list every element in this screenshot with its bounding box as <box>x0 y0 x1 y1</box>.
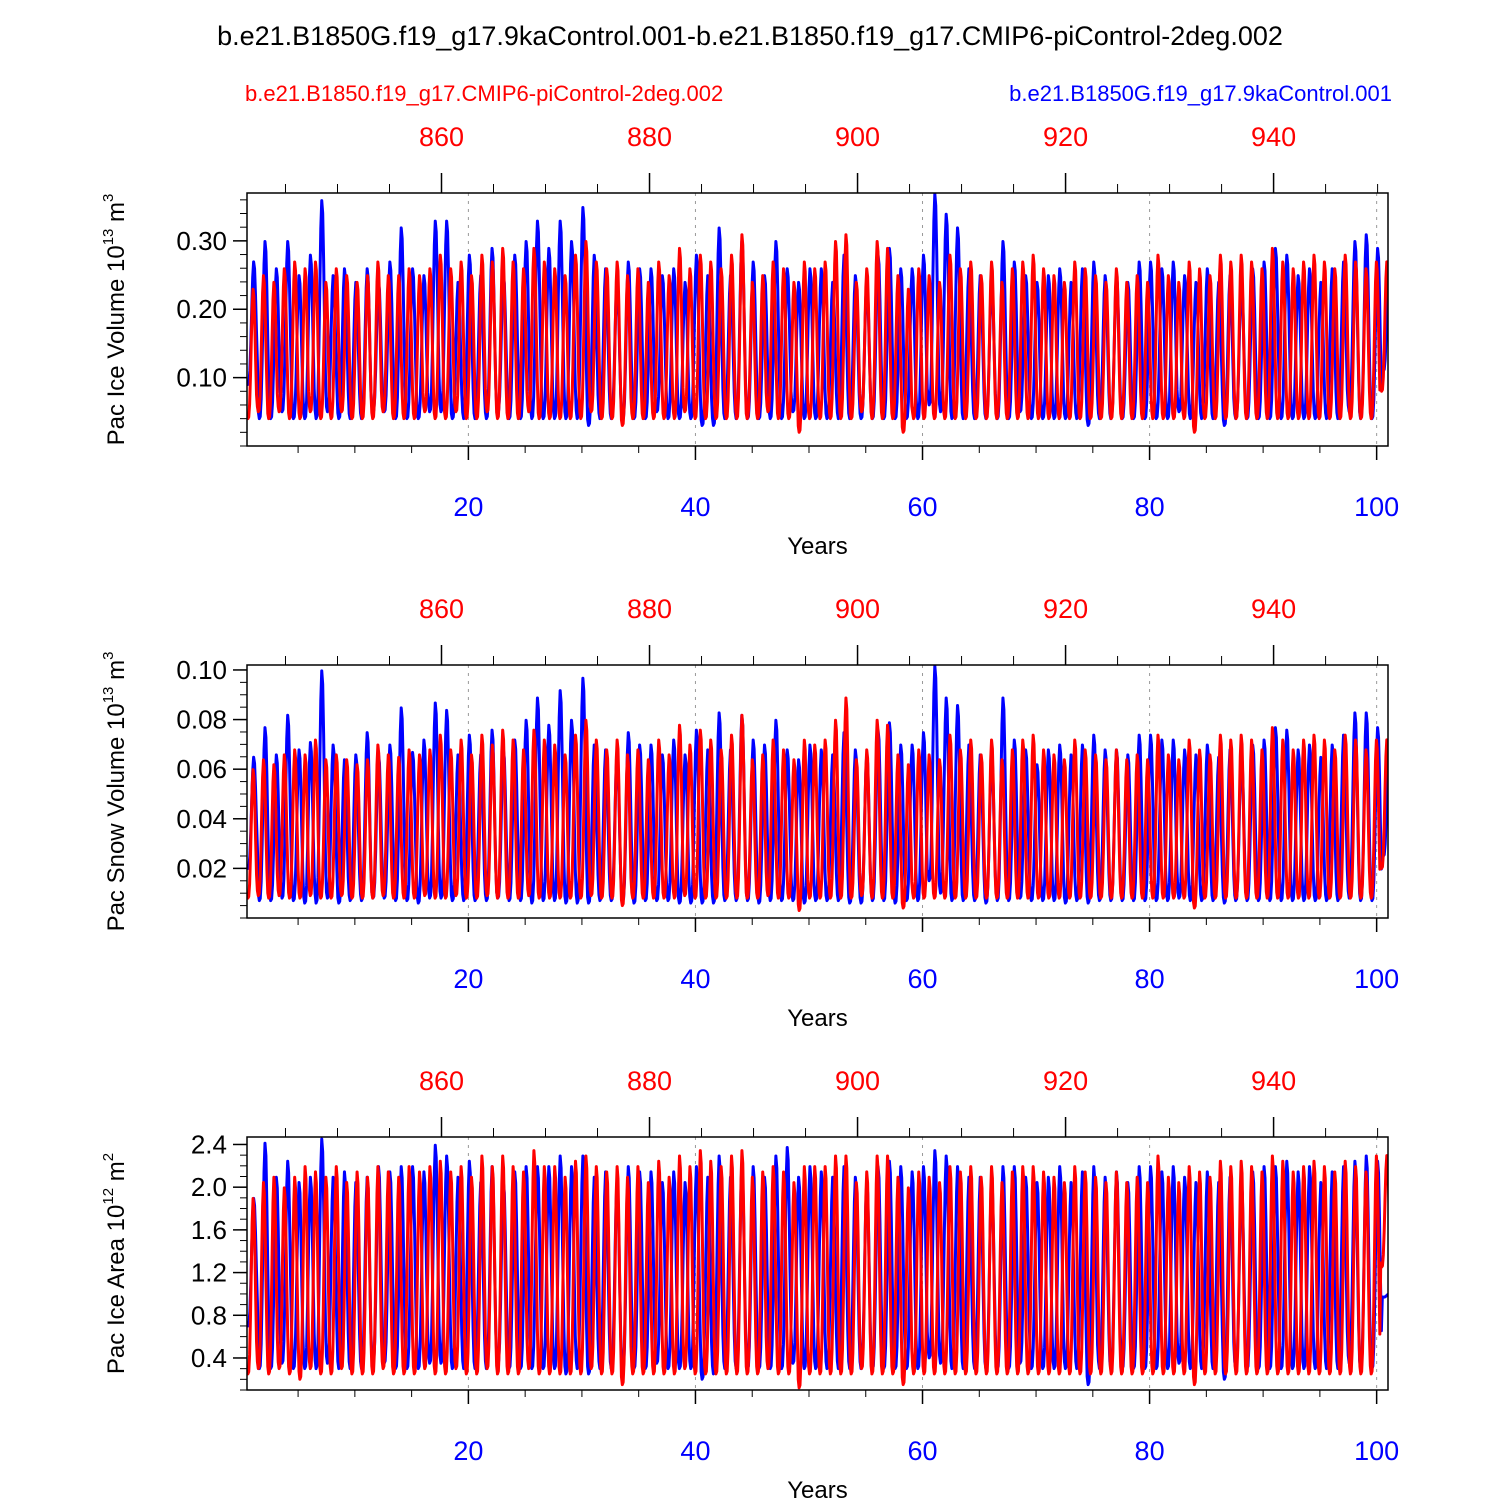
x-bottom-tick-label: 80 <box>1135 964 1165 994</box>
x-top-tick-label: 880 <box>627 594 672 624</box>
x-bottom-tick-label: 80 <box>1135 1436 1165 1466</box>
y-axis-label-superscript: 12 <box>100 1188 117 1205</box>
x-bottom-tick-label: 20 <box>453 964 483 994</box>
plot-frame <box>246 1136 1389 1391</box>
x-top-tick-label: 940 <box>1251 594 1296 624</box>
chart-panel-pac-snow-volume: 0.02 0.04 0.06 0.08 0.10 20 40 60 80 100 860 880 900… <box>100 594 1399 1032</box>
y-tick-label: 0.4 <box>191 1343 227 1373</box>
y-tick-label: 0.30 <box>176 226 227 256</box>
y-tick-label: 0.8 <box>191 1300 227 1330</box>
series-group <box>247 193 1388 434</box>
x-top-tick-label: 920 <box>1043 594 1088 624</box>
plot-frame <box>246 192 1389 447</box>
x-bottom-tick-label: 100 <box>1354 964 1399 994</box>
x-axis-label: Years <box>787 533 848 560</box>
series-line-a <box>247 1149 1388 1390</box>
x-top-tick-label: 880 <box>627 1066 672 1096</box>
x-axis-label: Years <box>787 1005 848 1032</box>
x-bottom-tick-label: 40 <box>680 492 710 522</box>
panels: 0.10 0.20 0.30 20 40 60 80 100 860 880 900 920 940 Ye… <box>100 122 1399 1500</box>
x-top-tick-label: 940 <box>1251 122 1296 152</box>
y-axis-label-superscript: 13 <box>100 229 117 246</box>
series-group <box>247 1137 1388 1390</box>
y-tick-label: 1.6 <box>191 1215 227 1245</box>
x-top-tick-label: 900 <box>835 594 880 624</box>
plot-frame <box>246 664 1389 919</box>
y-tick-label: 0.06 <box>176 754 227 784</box>
series-line-a <box>247 233 1388 434</box>
y-axis-label: Pac Ice Area 1012 m2 <box>100 1153 130 1374</box>
y-axis-label-superscript: 2 <box>100 1153 117 1161</box>
figure-title: b.e21.B1850G.f19_g17.9kaControl.001-b.e2… <box>217 21 1283 51</box>
x-bottom-tick-label: 60 <box>907 964 937 994</box>
y-axis-label: Pac Ice Volume 1013 m3 <box>100 194 130 446</box>
y-tick-label: 0.20 <box>176 294 227 324</box>
x-top-tick-label: 900 <box>835 1066 880 1096</box>
y-axis-label-text: Pac Ice Area 10 <box>103 1205 130 1374</box>
series-line-a <box>247 696 1388 913</box>
y-tick-label: 0.10 <box>176 655 227 685</box>
x-bottom-tick-label: 60 <box>907 1436 937 1466</box>
y-axis-label-text: m <box>103 660 130 687</box>
x-bottom-tick-label: 100 <box>1354 492 1399 522</box>
x-bottom-tick-label: 40 <box>680 964 710 994</box>
x-bottom-tick-label: 20 <box>453 1436 483 1466</box>
chart-panel-pac-ice-volume: 0.10 0.20 0.30 20 40 60 80 100 860 880 900 920 940 Ye… <box>100 122 1399 560</box>
series-group <box>247 665 1388 913</box>
y-tick-label: 1.2 <box>191 1258 227 1288</box>
y-axis-label: Pac Snow Volume 1013 m3 <box>100 652 130 932</box>
x-top-tick-label: 920 <box>1043 122 1088 152</box>
y-axis-label-superscript: 3 <box>100 194 117 202</box>
x-bottom-tick-label: 40 <box>680 1436 710 1466</box>
y-axis-label-superscript: 13 <box>100 687 117 704</box>
x-bottom-tick-label: 20 <box>453 492 483 522</box>
y-tick-label: 2.4 <box>191 1129 227 1159</box>
y-axis-label-text: m <box>103 202 130 229</box>
x-top-tick-label: 900 <box>835 122 880 152</box>
x-bottom-tick-label: 80 <box>1135 492 1165 522</box>
x-axis-label: Years <box>787 1477 848 1500</box>
y-tick-label: 0.04 <box>176 804 227 834</box>
y-tick-label: 0.08 <box>176 705 227 735</box>
x-top-tick-label: 920 <box>1043 1066 1088 1096</box>
y-axis-label-text: m <box>103 1161 130 1188</box>
x-top-tick-label: 860 <box>419 594 464 624</box>
x-bottom-tick-label: 60 <box>907 492 937 522</box>
y-axis-label-text: Pac Ice Volume 10 <box>103 245 130 445</box>
y-axis-label-text: Pac Snow Volume 10 <box>103 703 130 931</box>
chart-panel-pac-ice-area: 0.4 0.8 1.2 1.6 2.0 2.4 20 40 60 80 100 860 880 900 92… <box>100 1066 1399 1500</box>
x-top-tick-label: 880 <box>627 122 672 152</box>
y-tick-label: 0.10 <box>176 363 227 393</box>
y-tick-label: 0.02 <box>176 853 227 883</box>
x-bottom-tick-label: 100 <box>1354 1436 1399 1466</box>
x-top-tick-label: 940 <box>1251 1066 1296 1096</box>
legend-label-series-b: b.e21.B1850G.f19_g17.9kaControl.001 <box>1009 81 1392 106</box>
legend-label-series-a: b.e21.B1850.f19_g17.CMIP6-piControl-2deg… <box>245 81 723 106</box>
x-top-tick-label: 860 <box>419 122 464 152</box>
y-tick-label: 2.0 <box>191 1172 227 1202</box>
x-top-tick-label: 860 <box>419 1066 464 1096</box>
y-axis-label-superscript: 3 <box>100 652 117 660</box>
